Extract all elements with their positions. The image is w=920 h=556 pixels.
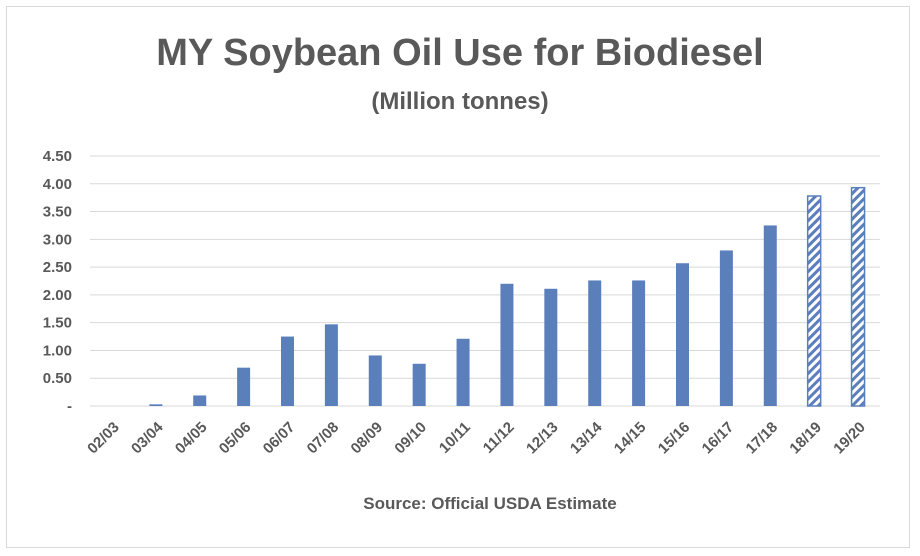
bar-estimate [806,195,822,407]
x-axis-ticks: 02/03 03/04 04/05 05/06 06/07 07/08 08/09 09/10… [84,418,869,457]
bar [412,363,426,406]
bar [763,225,777,406]
x-tick-label: 07/08 [304,419,343,458]
x-tick-label: 14/15 [611,419,650,458]
y-tick-label: 4.50 [43,148,72,165]
x-tick-label: 04/05 [172,419,211,458]
chart-frame [6,6,910,548]
bar [193,395,207,406]
x-tick-label: 17/18 [743,419,782,458]
x-tick-label: 15/16 [655,419,694,458]
x-tick-label: 13/14 [567,418,606,457]
chart-title: MY Soybean Oil Use for Biodiesel [156,32,764,74]
x-tick-label: 19/20 [830,419,869,458]
x-tick-label: 02/03 [84,419,123,458]
y-tick-label: 1.00 [43,342,72,359]
bars [149,186,866,407]
x-tick-label: 03/04 [128,418,167,457]
bar [368,355,382,406]
bar [500,283,514,406]
y-axis-ticks: - 0.50 1.00 1.50 2.00 2.50 3.00 3.50 4.00 4.50 [43,148,72,415]
bar [456,338,470,406]
bar [544,288,558,406]
bar [676,263,689,406]
bar [149,404,163,406]
x-tick-label: 18/19 [786,419,825,458]
bar-estimate [850,186,866,407]
x-tick-label: 05/06 [216,419,255,458]
y-tick-label: 4.00 [43,176,72,193]
y-tick-label: - [67,398,72,415]
y-tick-label: 0.50 [43,370,72,387]
bar [281,336,294,406]
y-tick-label: 2.00 [43,287,72,304]
x-tick-label: 10/11 [436,419,474,457]
x-tick-label: 11/12 [480,419,518,457]
chart-subtitle: (Million tonnes) [371,88,549,115]
bar [632,280,646,406]
bar [588,280,602,406]
source-note: Source: Official USDA Estimate [363,494,617,513]
y-tick-label: 3.50 [43,204,72,221]
x-tick-label: 09/10 [391,419,430,458]
bar [324,324,338,406]
x-tick-label: 06/07 [260,419,299,458]
x-tick-label: 16/17 [699,419,738,458]
bar [237,367,251,406]
y-tick-label: 1.50 [43,315,72,332]
y-tick-label: 3.00 [43,231,72,248]
x-tick-label: 08/09 [348,419,387,458]
grid-lines [90,155,880,407]
x-tick-label: 12/13 [523,419,562,458]
y-tick-label: 2.50 [43,259,72,276]
bar [719,250,733,406]
